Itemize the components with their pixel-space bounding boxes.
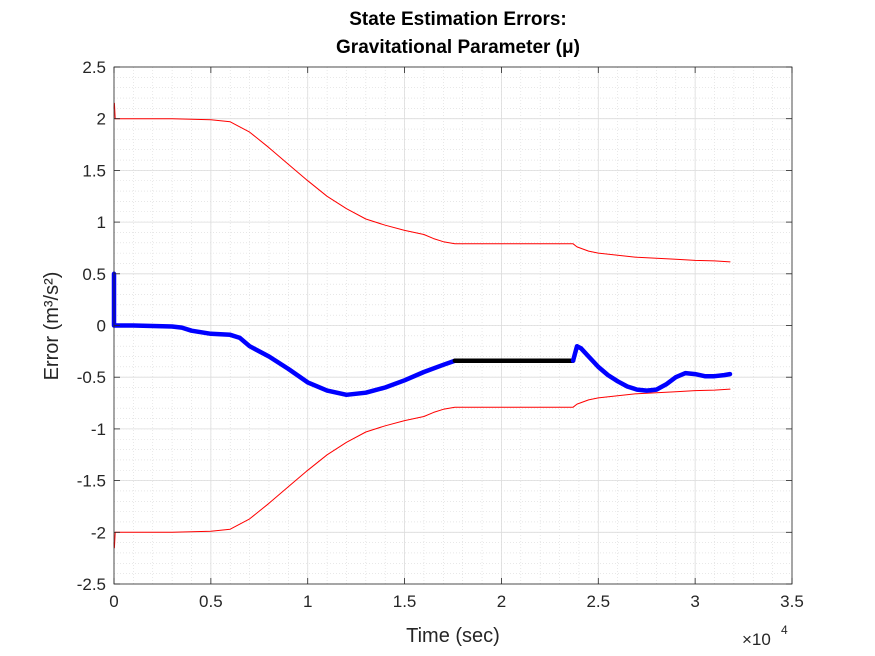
y-tick-label: -2.5 xyxy=(77,575,106,594)
estimate-point xyxy=(674,375,678,379)
estimate-point xyxy=(587,354,591,359)
y-tick-label: 2 xyxy=(97,110,106,129)
y-tick-label: -0.5 xyxy=(77,368,106,387)
x-axis-label: Time (sec) xyxy=(406,625,500,647)
estimate-point xyxy=(151,324,155,328)
estimate-point xyxy=(596,365,600,369)
estimate-point xyxy=(703,374,707,378)
y-tick-label: -1 xyxy=(91,420,106,439)
estimate-point xyxy=(422,370,426,374)
x-multiplier-base: ×10 xyxy=(742,630,771,649)
y-tick-label: -2 xyxy=(91,523,106,542)
estimate-point xyxy=(645,389,649,393)
x-tick-label: 0.5 xyxy=(199,592,223,611)
y-tick-label: 2.5 xyxy=(82,58,106,77)
x-axis-multiplier: ×10 4 xyxy=(742,623,788,649)
x-tick-label: 3.5 xyxy=(780,592,804,611)
estimate-point xyxy=(575,344,579,348)
estimate-point xyxy=(228,333,232,337)
y-tick-label: 0.5 xyxy=(82,265,106,284)
estimate-point xyxy=(441,363,445,367)
x-tick-label: 3 xyxy=(690,592,699,611)
x-tick-label: 1.5 xyxy=(393,592,417,611)
estimate-point xyxy=(286,367,290,371)
estimate-point xyxy=(654,388,659,392)
x-tick-label: 2 xyxy=(497,592,506,611)
estimate-point xyxy=(170,324,174,329)
y-tick-label: -1.5 xyxy=(77,472,106,491)
estimate-point xyxy=(683,371,688,375)
estimate-point xyxy=(625,384,629,389)
estimate-point xyxy=(722,373,726,377)
estimate-point xyxy=(712,374,717,378)
x-tick-label: 0 xyxy=(109,592,118,611)
estimate-point xyxy=(579,346,583,350)
lower-bound-line xyxy=(113,388,731,549)
estimate-point xyxy=(664,382,668,387)
y-tick-label: 1.5 xyxy=(82,161,106,180)
estimate-point xyxy=(248,344,252,348)
chart-title: State Estimation Errors: xyxy=(349,9,567,30)
estimate-point xyxy=(344,393,349,397)
estimate-point xyxy=(693,372,697,376)
grid xyxy=(113,66,793,585)
estimate-point xyxy=(616,379,620,383)
y-axis-label: Error (m³/s²) xyxy=(41,272,63,381)
estimate-point xyxy=(728,372,732,376)
estimate-point xyxy=(180,325,184,330)
x-multiplier-exponent: 4 xyxy=(781,623,788,637)
estimate-point xyxy=(383,385,387,390)
y-tick-label: 0 xyxy=(97,317,106,336)
tick-layer: 0 0.5 1 1.5 2 2.5 3 3.5 2.5 2 1.5 1 0.5 0 -0.5 -1 -1.5 -2… xyxy=(77,58,804,611)
y-tick-label: 1 xyxy=(97,213,106,232)
estimate-point xyxy=(209,332,213,336)
estimate-point xyxy=(635,388,639,392)
x-tick-label: 2.5 xyxy=(586,592,610,611)
estimate-point xyxy=(606,373,610,377)
estimate-error-line xyxy=(111,271,458,398)
estimate-error-line xyxy=(570,343,733,393)
estimate-point xyxy=(364,391,368,395)
series-layer xyxy=(111,102,733,549)
estimate-point xyxy=(189,329,194,333)
chart-subtitle: Gravitational Parameter (μ) xyxy=(336,37,580,58)
estimate-point xyxy=(131,323,135,328)
estimate-point xyxy=(238,336,242,340)
estimate-point xyxy=(267,354,271,359)
estimate-point xyxy=(306,380,310,384)
estimate-point xyxy=(325,389,329,393)
estimate-point xyxy=(402,378,407,382)
x-tick-label: 1 xyxy=(303,592,312,611)
upper-bound-line xyxy=(113,102,731,263)
estimate-point xyxy=(571,359,575,363)
